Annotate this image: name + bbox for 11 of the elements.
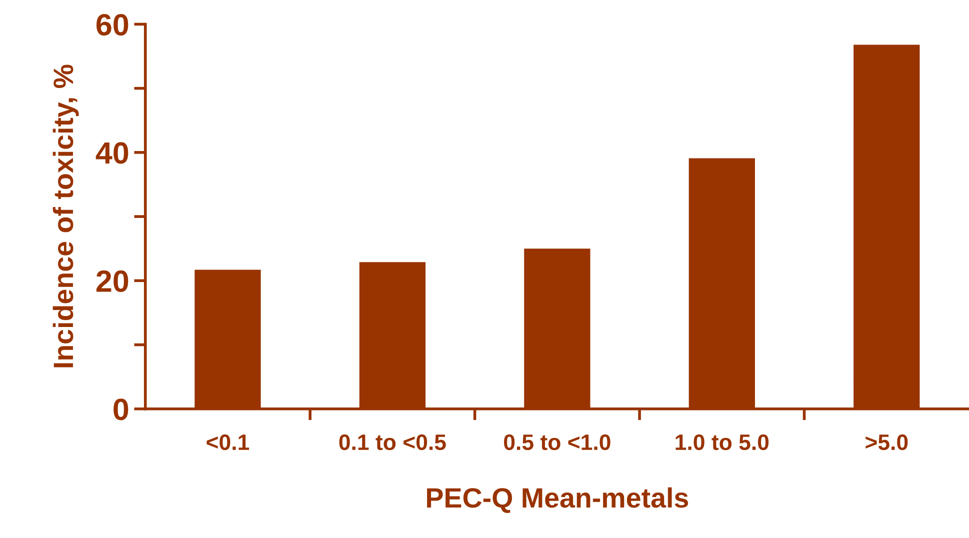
y-tick-label: 0 bbox=[114, 398, 128, 420]
x-tick-label: >5.0 bbox=[866, 434, 908, 450]
x-tick-label: 0.1 to <0.5 bbox=[339, 434, 446, 450]
x-tick-label: 0.5 to <1.0 bbox=[504, 434, 610, 450]
y-tick-label: 20 bbox=[96, 270, 128, 292]
y-tick-label: 60 bbox=[96, 14, 128, 36]
x-axis-title: PEC-Q Mean-metals bbox=[427, 487, 688, 513]
x-tick-label: 1.0 to 5.0 bbox=[676, 434, 769, 450]
y-axis-title: Incidence of toxicity, % bbox=[52, 64, 79, 368]
y-tick-label: 40 bbox=[96, 142, 128, 164]
x-tick-label: <0.1 bbox=[206, 434, 250, 450]
